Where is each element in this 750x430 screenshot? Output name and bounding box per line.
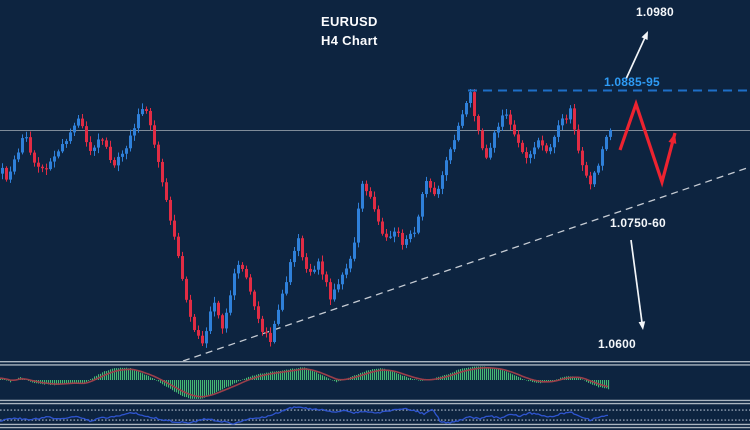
bear-target-label: 1.0600 (598, 337, 636, 351)
bull-target-label: 1.0980 (636, 5, 674, 19)
resistance-zone-label: 1.0885-95 (604, 75, 660, 89)
chart-title: EURUSD H4 Chart (321, 12, 378, 50)
support-zone-label: 1.0750-60 (610, 216, 666, 230)
timeframe-label: H4 Chart (321, 33, 378, 48)
symbol-label: EURUSD (321, 14, 378, 29)
